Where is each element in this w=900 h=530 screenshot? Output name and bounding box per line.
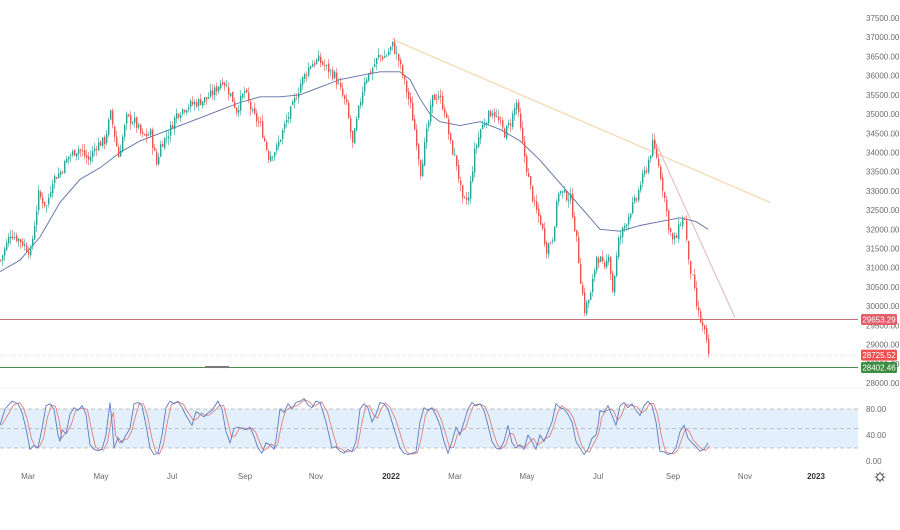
- time-tick-label: Mar: [448, 472, 462, 481]
- price-tick-label: 36500.00: [866, 52, 900, 61]
- stochastic-oscillator: [0, 397, 710, 456]
- price-tick-label: 31000.00: [866, 264, 900, 273]
- price-tick-label: 37500.00: [866, 14, 900, 23]
- time-tick-label: Sep: [238, 472, 253, 481]
- support-price-badge: 28402.46: [861, 362, 897, 374]
- time-tick-label: 2022: [382, 472, 400, 481]
- stochastic-tick-label: 80.00: [866, 405, 887, 414]
- price-tick-label: 35500.00: [866, 91, 900, 100]
- price-tick-label: 30500.00: [866, 283, 900, 292]
- price-tick-label: 31500.00: [866, 245, 900, 254]
- price-tick-label: 29500.00: [866, 321, 900, 330]
- price-tick-label: 33500.00: [866, 168, 900, 177]
- stochastic-axis[interactable]: 80.00 40.00 0.00: [866, 405, 887, 466]
- candlestick-series: [0, 37, 710, 358]
- time-tick-label: Mar: [21, 472, 35, 481]
- time-tick-label: May: [93, 472, 108, 481]
- time-tick-label: Jul: [167, 472, 177, 481]
- stochastic-tick-label: 40.00: [866, 431, 887, 440]
- price-label-badges: 29653.29 28725.52 28402.46: [861, 313, 897, 374]
- time-tick-label: 2023: [807, 472, 825, 481]
- gear-icon[interactable]: [874, 471, 886, 483]
- price-tick-label: 35000.00: [866, 110, 900, 119]
- last-price-price-badge: 28725.52: [861, 349, 897, 361]
- price-tick-label: 36000.00: [866, 72, 900, 81]
- price-tick-label: 37000.00: [866, 33, 900, 42]
- time-tick-label: Nov: [738, 472, 752, 481]
- time-tick-label: Nov: [309, 472, 323, 481]
- time-tick-label: Jul: [593, 472, 603, 481]
- price-tick-label: 29000.00: [866, 341, 900, 350]
- time-tick-label: Sep: [666, 472, 681, 481]
- time-tick-label: May: [519, 472, 534, 481]
- svg-text:28725.52: 28725.52: [862, 351, 896, 360]
- resistance-price-badge: 29653.29: [861, 313, 897, 325]
- stochastic-tick-label: 0.00: [866, 457, 882, 466]
- svg-text:29653.29: 29653.29: [862, 315, 896, 324]
- price-axis[interactable]: 37500.00 37000.00 36500.00 36000.00 35500.00…: [866, 14, 900, 388]
- stochastic-band: [0, 387, 900, 449]
- major-downtrend-line[interactable]: [391, 38, 771, 204]
- time-axis[interactable]: Mar May Jul Sep Nov 2022 Mar May Jul Sep Nov 2023: [21, 472, 825, 481]
- price-tick-label: 33000.00: [866, 187, 900, 196]
- price-tick-label: 32500.00: [866, 206, 900, 215]
- price-tick-label: 30000.00: [866, 302, 900, 311]
- horizontal-lines: [0, 318, 858, 369]
- svg-text:28402.46: 28402.46: [862, 364, 896, 373]
- price-tick-label: 28000.00: [866, 379, 900, 388]
- moving-average-line: [0, 71, 709, 272]
- minor-downtrend-line[interactable]: [654, 140, 736, 318]
- trendlines[interactable]: [391, 38, 771, 318]
- price-tick-label: 34500.00: [866, 129, 900, 138]
- price-tick-label: 32000.00: [866, 225, 900, 234]
- price-tick-label: 34000.00: [866, 148, 900, 157]
